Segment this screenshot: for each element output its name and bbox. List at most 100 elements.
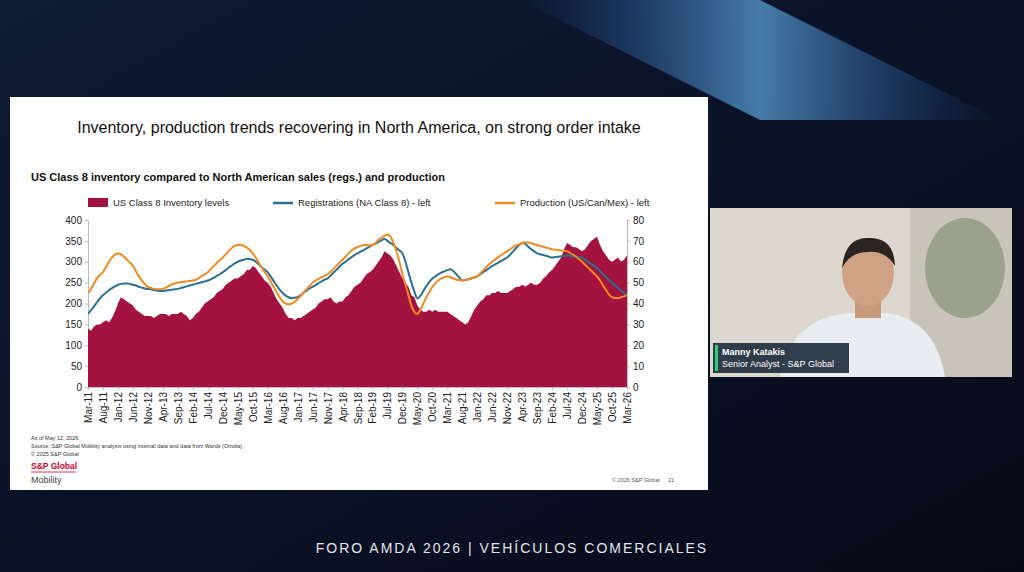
- x-axis-tick: Oct-20: [427, 387, 438, 422]
- x-axis-tick-mark: [432, 387, 433, 390]
- x-axis-tick: Sep-18: [353, 387, 364, 424]
- x-axis-tick-mark: [223, 387, 224, 390]
- x-axis-tick-label: Sep-18: [353, 392, 364, 425]
- y2-axis-tick: 80: [627, 215, 645, 226]
- x-axis-tick-mark: [178, 387, 179, 390]
- x-axis-tick-label: Nov-12: [143, 392, 154, 425]
- x-axis-tick: Aug-16: [278, 387, 289, 424]
- x-axis-tick-label: Sep-23: [532, 392, 543, 425]
- y-axis-tick-mark: [85, 241, 88, 242]
- x-axis-tick: Mar-16: [263, 387, 274, 424]
- video-background: [710, 208, 1012, 377]
- x-axis-tick-label: Oct-25: [607, 392, 618, 422]
- x-axis-tick-label: Mar-11: [83, 392, 94, 423]
- x-axis-tick: Oct-15: [248, 387, 259, 422]
- x-axis-tick-label: Jul-24: [562, 392, 573, 420]
- y-axis-tick-mark: [85, 324, 88, 325]
- series-line: [88, 239, 627, 314]
- speaker-hair: [842, 238, 895, 268]
- x-axis-tick-label: Apr-13: [158, 392, 169, 422]
- x-axis-tick-mark: [417, 387, 418, 390]
- y2-axis-tick-mark: [627, 304, 630, 305]
- x-axis-tick-mark: [522, 387, 523, 390]
- y2-axis-tick-label: 0: [633, 382, 639, 393]
- speaker-role: Senior Analyst - S&P Global: [722, 359, 834, 369]
- y2-axis-tick-mark: [627, 262, 630, 263]
- chart-title: US Class 8 inventory compared to North A…: [31, 171, 445, 183]
- x-axis-tick-mark: [447, 387, 448, 390]
- x-axis-tick: Dec-19: [397, 387, 408, 424]
- x-axis-tick-label: Dec-19: [397, 392, 408, 425]
- y-axis-tick: 100: [65, 340, 88, 351]
- x-axis-tick-label: Aug-16: [278, 392, 289, 425]
- source-note: As of May 12, 2026: [31, 435, 78, 441]
- x-axis-tick-label: Feb-14: [188, 392, 199, 424]
- y-axis-tick-label: 100: [65, 340, 82, 351]
- x-axis-tick-label: Aug-11: [98, 392, 109, 424]
- slide-title: Inventory, production trends recovering …: [77, 119, 641, 136]
- x-axis-tick-mark: [612, 387, 613, 390]
- y2-axis-tick-mark: [627, 324, 630, 325]
- x-axis-tick-label: Aug-21: [457, 392, 468, 425]
- x-axis-tick-label: Jun-22: [487, 392, 498, 423]
- x-axis-tick-mark: [507, 387, 508, 390]
- x-axis-tick-mark: [313, 387, 314, 390]
- x-axis-tick: Mar-26: [622, 387, 633, 424]
- x-axis-tick-mark: [597, 387, 598, 390]
- y2-axis-tick: 40: [627, 298, 645, 309]
- y-axis-tick-mark: [85, 366, 88, 367]
- x-axis-tick: Mar-21: [442, 387, 453, 424]
- y-axis-tick-label: 350: [65, 236, 82, 247]
- plot-area: [88, 235, 627, 387]
- x-axis-tick-label: Mar-21: [442, 392, 453, 424]
- x-axis-tick-label: Mar-16: [263, 392, 274, 424]
- y-axis-tick-label: 200: [65, 298, 82, 309]
- x-axis-tick: Jun-22: [487, 387, 498, 423]
- x-axis-tick-label: Jan-12: [113, 392, 124, 423]
- y-axis-tick-mark: [85, 262, 88, 263]
- name-plate-accent: [715, 345, 718, 371]
- x-axis-tick: Jan-17: [293, 387, 304, 423]
- logo-sub: Mobility: [31, 475, 62, 485]
- x-axis-tick-label: Dec-14: [218, 392, 229, 425]
- x-axis-tick: Apr-18: [338, 387, 349, 422]
- x-axis-tick-label: Jul-19: [382, 392, 393, 420]
- x-axis-tick-label: Jul-14: [203, 392, 214, 420]
- y-axis-tick-mark: [85, 283, 88, 284]
- x-axis-tick-mark: [567, 387, 568, 390]
- x-axis-tick: Jul-19: [382, 387, 393, 419]
- y-axis-tick-label: 150: [65, 319, 82, 330]
- x-axis-tick-label: Apr-18: [338, 392, 349, 422]
- x-axis-tick: Nov-17: [323, 387, 334, 424]
- x-axis-tick-label: Nov-22: [502, 392, 513, 425]
- x-axis-tick: Mar-11: [83, 387, 94, 423]
- x-axis-tick-label: May-20: [412, 392, 423, 426]
- x-axis-tick: Oct-25: [607, 387, 618, 422]
- y2-axis-tick-mark: [627, 220, 630, 221]
- x-axis-tick: Jun-17: [308, 387, 319, 423]
- x-axis-tick-label: Oct-20: [427, 392, 438, 422]
- x-axis-tick: Jun-12: [128, 387, 139, 423]
- x-axis-tick: Sep-23: [532, 387, 543, 424]
- x-axis-tick-mark: [268, 387, 269, 390]
- x-axis-tick-label: Mar-26: [622, 392, 633, 424]
- x-axis-tick-mark: [627, 387, 628, 390]
- y-axis-tick: 400: [65, 215, 88, 226]
- x-axis-tick: Sep-13: [173, 387, 184, 424]
- x-axis-tick-label: Oct-15: [248, 392, 259, 422]
- y-axis-tick-label: 0: [76, 382, 82, 393]
- x-axis-tick: Feb-14: [188, 387, 199, 424]
- x-axis-tick-mark: [253, 387, 254, 390]
- x-axis-tick-mark: [298, 387, 299, 390]
- y2-axis-tick-label: 80: [633, 215, 645, 226]
- source-note: © 2025 S&P Global: [31, 451, 79, 457]
- x-axis: Mar-11 Aug-11 Jan-12 Jun-12 Nov-12 Apr-13 Sep-…: [83, 387, 633, 425]
- x-axis-tick-label: May-25: [592, 392, 603, 426]
- x-axis-tick: Aug-21: [457, 387, 468, 424]
- y2-axis-tick: 50: [627, 277, 645, 288]
- background: [0, 0, 1024, 572]
- speaker-name: Manny Katakis: [722, 347, 785, 357]
- y-axis-tick: 200: [65, 298, 88, 309]
- speaker-video: [710, 208, 1012, 377]
- source-note: Source: S&P Global Mobility analysis usi…: [31, 443, 242, 449]
